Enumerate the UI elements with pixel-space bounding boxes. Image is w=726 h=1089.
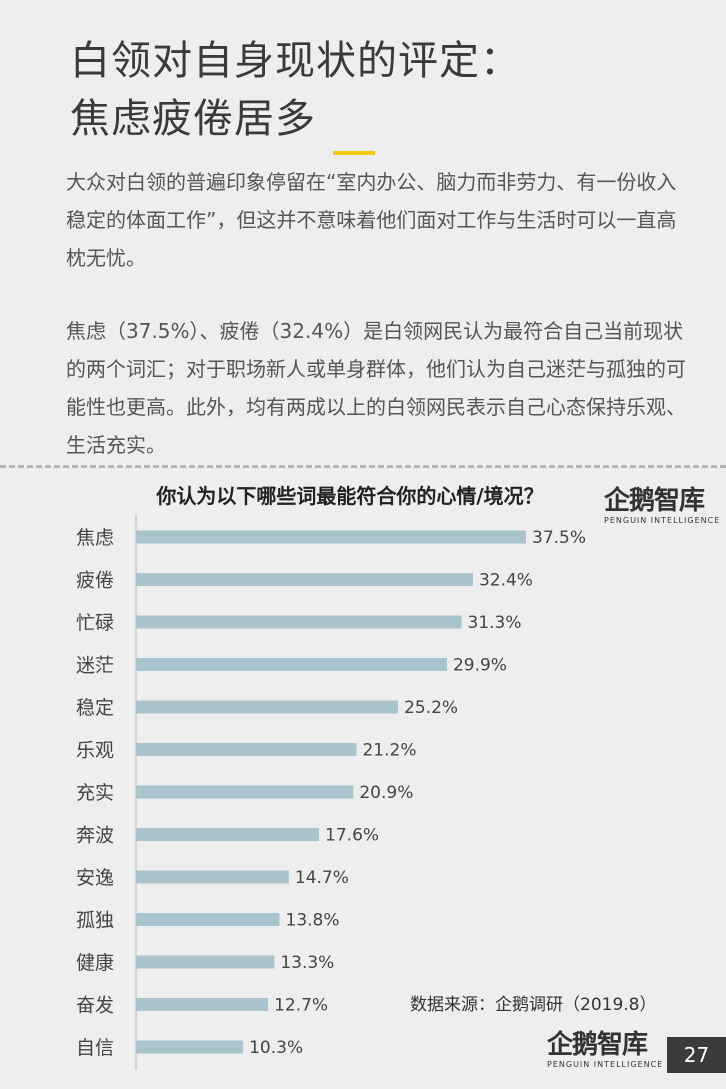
bar	[136, 785, 354, 799]
page-title-line2: 焦虑疲倦居多	[70, 96, 316, 142]
value-label: 12.7%	[274, 996, 328, 1016]
value-label: 32.4%	[479, 571, 533, 591]
bar	[136, 530, 526, 544]
section-divider	[0, 465, 726, 468]
bar-chart: 焦虑 37.5% 疲倦 32.4% 忙碌 31.3% 迷茫 29.9% 稳定 25.2% 乐观 21.…	[76, 515, 586, 1070]
data-source: 数据来源：企鹅调研（2019.8）	[410, 995, 657, 1015]
category-label: 迷茫	[76, 655, 114, 677]
category-label: 安逸	[76, 867, 114, 889]
page-title: 白领对自身现状的评定： 焦虑疲倦居多	[70, 32, 521, 148]
category-label: 忙碌	[76, 612, 114, 634]
category-label: 疲倦	[76, 570, 114, 592]
bar	[136, 828, 320, 841]
page-number: 27	[667, 1037, 726, 1073]
value-label: 17.6%	[325, 826, 379, 846]
category-label: 孤独	[76, 910, 114, 932]
category-label: 健康	[76, 952, 114, 974]
value-label: 25.2%	[404, 698, 458, 718]
value-label: 13.3%	[280, 953, 334, 973]
bar	[136, 700, 399, 714]
bar	[136, 913, 280, 926]
title-accent-line	[333, 151, 375, 155]
value-label: 31.3%	[468, 613, 522, 633]
bar	[136, 658, 447, 671]
category-label: 充实	[76, 782, 114, 804]
bar	[136, 743, 357, 756]
logo-subtitle: PENGUIN INTELLIGENCE	[604, 516, 721, 525]
intro-paragraph: 大众对白领的普遍印象停留在“室内办公、脑力而非劳力、有一份收入稳定的体面工作”，…	[66, 170, 677, 270]
bar	[136, 573, 473, 586]
category-label: 乐观	[76, 740, 114, 762]
value-label: 29.9%	[453, 656, 507, 676]
category-label: 稳定	[76, 697, 114, 719]
bar	[136, 998, 269, 1011]
bar	[136, 615, 462, 629]
category-label: 自信	[76, 1037, 114, 1059]
value-label: 13.8%	[286, 911, 340, 931]
logo-footer-subtitle: PENGUIN INTELLIGENCE	[547, 1060, 664, 1069]
bar	[136, 870, 289, 884]
chart-title: 你认为以下哪些词最能符合你的心情/境况？	[156, 484, 544, 508]
category-label: 奔波	[76, 825, 114, 847]
value-label: 20.9%	[359, 783, 413, 803]
penguin-intelligence-logo: 企鹅智库 PENGUIN INTELLIGENCE	[604, 486, 720, 526]
value-label: 37.5%	[532, 528, 586, 548]
category-label: 奋发	[76, 995, 114, 1017]
bar	[136, 955, 275, 969]
logo-footer-name: 企鹅智库	[547, 1030, 648, 1060]
page-title-line1: 白领对自身现状的评定：	[70, 38, 521, 84]
logo-name: 企鹅智库	[604, 486, 705, 516]
value-label: 14.7%	[295, 868, 349, 888]
bar	[136, 1040, 244, 1054]
category-label: 焦虑	[76, 527, 114, 549]
findings-paragraph: 焦虑（37.5%）、疲倦（32.4%）是白领网民认为最符合自己当前现状的两个词汇…	[66, 319, 686, 457]
penguin-intelligence-logo-footer: 企鹅智库 PENGUIN INTELLIGENCE	[547, 1030, 663, 1070]
value-label: 10.3%	[249, 1038, 303, 1058]
value-label: 21.2%	[362, 741, 416, 761]
